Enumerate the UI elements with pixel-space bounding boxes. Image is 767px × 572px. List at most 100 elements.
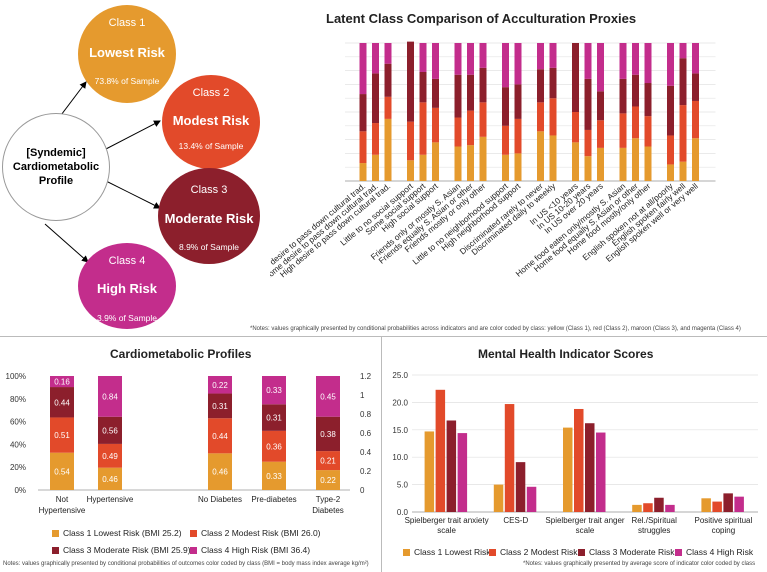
bar-segment	[454, 146, 462, 181]
bar-segment	[502, 87, 509, 126]
arrow-class2	[103, 120, 161, 151]
bar-segment	[419, 154, 427, 181]
bar-segment	[454, 117, 462, 147]
data-label: 0.84	[102, 392, 118, 401]
bar-segment	[432, 43, 439, 79]
bar-segment	[692, 100, 699, 139]
mental-legend-label: Class 3 Moderate Risk	[589, 547, 675, 557]
bar-segment	[549, 67, 557, 99]
cardio-title: Cardiometabolic Profiles	[110, 347, 252, 361]
bar-segment	[549, 135, 557, 181]
data-label: 0.51	[54, 431, 70, 440]
bar-segment	[537, 43, 544, 70]
bar-segment	[467, 110, 474, 146]
data-label: 0.46	[212, 468, 228, 477]
bar-segment	[479, 43, 487, 68]
bar-segment	[692, 43, 699, 74]
acculturation-chart: Little/no desire to pass down cultural t…	[270, 41, 716, 287]
bar-segment	[584, 129, 592, 157]
bar-segment	[632, 106, 639, 139]
mental-legend-class1: Class 1 Lowest Risk	[403, 547, 491, 557]
class1-label: Class 1	[108, 17, 146, 29]
bar-segment	[692, 138, 699, 181]
y-tick-left: 60%	[10, 418, 26, 427]
mental-legend-class3: Class 3 Moderate Risk	[578, 547, 675, 557]
data-label: 0.46	[102, 475, 118, 484]
bar-segment	[537, 69, 544, 103]
bar	[563, 427, 573, 512]
bar-segment	[419, 43, 427, 72]
class4-label: Class 4	[108, 255, 146, 267]
bar	[585, 423, 595, 512]
class3-risk: Moderate Risk	[164, 211, 254, 226]
bar	[504, 404, 515, 512]
bar-segment	[384, 96, 392, 119]
class4-sample: 3.9% of Sample	[96, 313, 157, 323]
bar-segment	[514, 153, 522, 181]
bar-segment	[502, 43, 509, 88]
bar-segment	[316, 470, 340, 490]
arrow-class4	[44, 223, 89, 263]
data-label: 0.56	[102, 426, 118, 435]
bar-segment	[50, 376, 74, 388]
data-label: 0.21	[320, 457, 336, 466]
y-tick-right: 0.4	[360, 448, 372, 457]
bar-segment	[419, 71, 427, 103]
bar-segment	[467, 145, 474, 181]
bar	[723, 493, 733, 512]
bar	[596, 432, 606, 512]
y-tick-label: 5.0	[397, 481, 409, 490]
data-label: 0.16	[54, 378, 70, 387]
bar	[457, 433, 468, 512]
accult-note: *Notes: values graphically presented by …	[250, 326, 741, 332]
bar-segment	[537, 131, 544, 181]
bar-segment	[679, 105, 687, 162]
y-tick-left: 40%	[10, 440, 26, 449]
bar-segment	[667, 43, 674, 86]
bar-segment	[262, 461, 286, 490]
data-label: 0.22	[320, 476, 336, 485]
bar-segment	[407, 121, 414, 161]
bar-segment	[584, 43, 592, 79]
cardio-legend-label: Class 2 Modest Risk (BMI 26.0)	[201, 528, 321, 538]
y-tick-right: 0.6	[360, 429, 372, 438]
y-tick-left: 20%	[10, 463, 26, 472]
x-tick-label: No Diabetes	[198, 495, 242, 504]
bar	[643, 503, 653, 512]
divider-vertical	[381, 337, 382, 572]
cardiometabolic-chart: 0% 20% 40% 60% 80% 100% 0 0.2 0.4 0.6 0.8 1 1.2 0.54 0…	[6, 372, 372, 515]
y-tick-right: 1	[360, 391, 365, 400]
bar-segment	[384, 118, 392, 181]
bar	[632, 504, 642, 512]
bar-segment	[514, 84, 522, 119]
bar-segment	[502, 154, 509, 181]
bar	[712, 501, 722, 512]
y-tick-right: 0.8	[360, 410, 372, 419]
bar-segment	[316, 451, 340, 471]
bar-segment	[644, 83, 652, 117]
bar-segment	[597, 91, 604, 121]
bar-segment	[667, 164, 674, 181]
cardio-legend-class3: Class 3 Moderate Risk (BMI 25.9)	[52, 545, 191, 555]
bar	[526, 486, 537, 512]
arrow-class3	[103, 179, 161, 209]
bar-segment	[454, 74, 462, 118]
y-tick-right: 0	[360, 486, 365, 495]
bar-segment	[692, 73, 699, 101]
bar-segment	[584, 156, 592, 181]
bar	[654, 497, 664, 512]
y-tick-label: 0.0	[397, 508, 409, 517]
mental-legend-label: Class 2 Modest Risk	[500, 547, 578, 557]
data-label: 0.33	[266, 472, 282, 481]
bar-segment	[98, 416, 122, 444]
center-profile-circle: [Syndemic] Cardiometabolic Profile	[2, 113, 110, 221]
bar-segment	[372, 154, 379, 181]
x-tick-label: coping	[712, 526, 736, 535]
x-tick-label: Rel./Spiritual	[632, 516, 678, 525]
class2-risk: Modest Risk	[172, 113, 250, 128]
data-label: 0.33	[266, 386, 282, 395]
data-label: 0.31	[266, 414, 282, 423]
class3-sample: 8.9% of Sample	[178, 242, 239, 252]
bar-segment	[619, 78, 627, 114]
bar-segment	[632, 74, 639, 107]
